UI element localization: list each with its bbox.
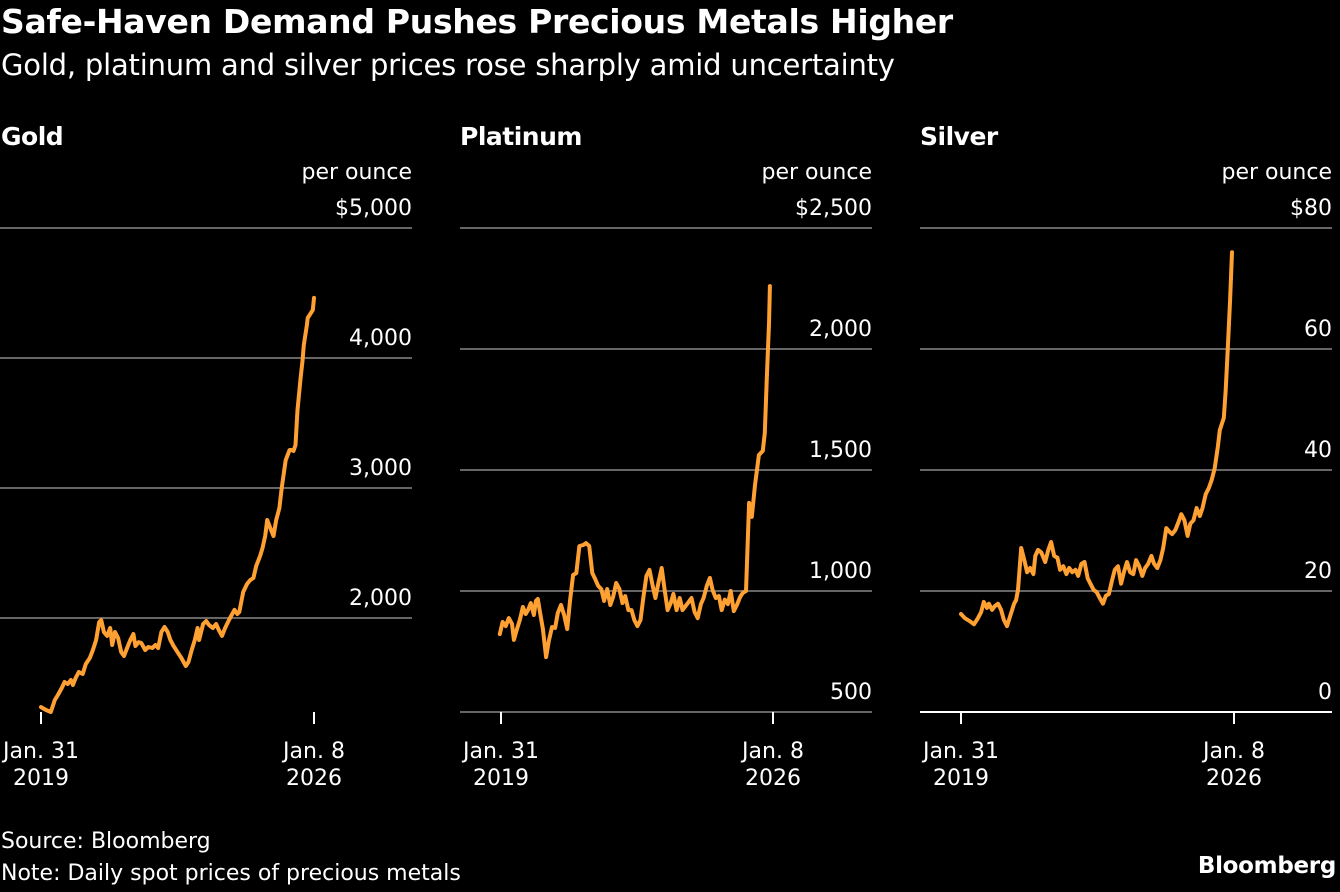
footnote: Note: Daily spot prices of precious meta… (1, 861, 461, 886)
chart-subtitle: Gold, platinum and silver prices rose sh… (1, 48, 895, 82)
platinum-x-tick-year: 2026 (745, 766, 801, 791)
gold-y-tick-label: 3,000 (349, 456, 412, 481)
silver-x-tick-label: Jan. 8 (1201, 739, 1265, 764)
source-note: Source: Bloomberg (1, 829, 211, 854)
gold-x-tick-label: Jan. 8 (281, 739, 345, 764)
platinum-y-tick-label: 500 (830, 680, 872, 705)
panel-title-gold: Gold (1, 122, 64, 151)
platinum-x-tick-label: Jan. 8 (740, 739, 804, 764)
unit-label-gold: per ounce (301, 160, 412, 185)
panel-title-silver: Silver (920, 122, 998, 151)
chart-title: Safe-Haven Demand Pushes Precious Metals… (1, 2, 953, 41)
platinum-y-tick-label: 1,000 (809, 559, 872, 584)
panel-title-platinum: Platinum (460, 122, 582, 151)
gold-x-tick-label: Jan. 31 (1, 739, 79, 764)
silver-y-tick-label: 20 (1304, 559, 1332, 584)
platinum-y-tick-label: 2,000 (809, 317, 872, 342)
platinum-x-tick-year: 2019 (473, 766, 529, 791)
gold-x-tick-year: 2026 (286, 766, 342, 791)
silver-x-tick-year: 2019 (933, 766, 989, 791)
gold-y-tick-label: 4,000 (349, 326, 412, 351)
silver-y-tick-label: 40 (1304, 438, 1332, 463)
unit-label-platinum: per ounce (761, 160, 872, 185)
unit-label-silver: per ounce (1221, 160, 1332, 185)
platinum-price-line (497, 284, 772, 660)
platinum-y-tick-label: 1,500 (809, 438, 872, 463)
silver-y-tick-label: $80 (1290, 196, 1332, 221)
silver-x-tick-year: 2026 (1206, 766, 1262, 791)
silver-x-tick-label: Jan. 31 (921, 739, 999, 764)
gold-y-tick-label: $5,000 (335, 196, 412, 221)
gold-x-tick-year: 2019 (13, 766, 69, 791)
silver-y-tick-label: 0 (1318, 680, 1332, 705)
platinum-x-tick-label: Jan. 31 (461, 739, 539, 764)
gold-price-line (39, 295, 316, 714)
gold-y-tick-label: 2,000 (349, 586, 412, 611)
bloomberg-logo: Bloomberg (1197, 853, 1336, 879)
silver-y-tick-label: 60 (1304, 317, 1332, 342)
platinum-y-tick-label: $2,500 (795, 196, 872, 221)
silver-price-line (959, 250, 1234, 629)
